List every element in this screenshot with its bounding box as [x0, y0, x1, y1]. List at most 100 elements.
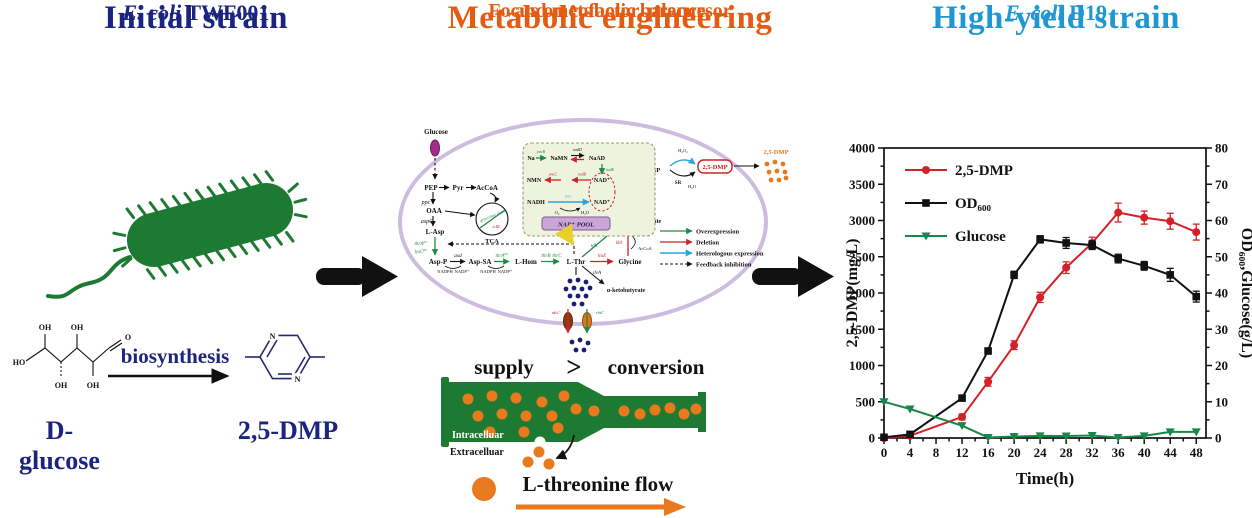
data-point: [1009, 433, 1019, 442]
nadp-label: NADP⁺: [498, 269, 513, 274]
atom-oh: OH: [55, 381, 68, 390]
data-point: [984, 377, 993, 386]
bacterium-spike: [125, 207, 135, 220]
data-point: [1191, 428, 1201, 437]
y-right-label: 60: [1215, 213, 1228, 228]
leaked-dots: [522, 446, 555, 470]
nad-naad: NaAD: [589, 156, 606, 162]
oxidation-blue-arc: [669, 157, 696, 167]
node-accoa: AcCoA: [476, 184, 498, 192]
bacterium-illustration: [46, 170, 308, 299]
x-tick-label: 40: [1138, 445, 1151, 460]
bacterium-spike: [121, 257, 133, 268]
flow-label: L-threonine flow: [523, 472, 675, 496]
nad-na: Na: [527, 156, 534, 162]
data-point: [1087, 431, 1097, 440]
data-point: [922, 166, 930, 174]
gene-thrb: thrB: [542, 254, 551, 259]
data-point: [1139, 432, 1149, 441]
bacterium-spike: [160, 198, 170, 210]
gene-ilva: ilvA: [593, 271, 602, 276]
bacterium-spike: [238, 243, 249, 255]
bacterium-spike: [195, 188, 205, 201]
dmp-dots: [764, 159, 789, 183]
y-left-label: 1500: [849, 322, 875, 337]
y-left-label: 0: [869, 431, 876, 446]
gene-aspc: aspC: [421, 219, 434, 225]
nad-nmn: NMN: [527, 178, 542, 184]
node-akb2: α-ketobutyrate: [607, 288, 646, 294]
data-point: [906, 430, 914, 439]
data-point: [922, 199, 930, 207]
legend-Glucose: Glucose: [955, 229, 1006, 245]
data-point: [1062, 239, 1070, 247]
bacterium-spike: [227, 246, 237, 259]
cofactor-arc: [487, 265, 505, 269]
y-left-label: 500: [856, 394, 876, 409]
bacterium-spike: [293, 197, 308, 204]
carbon-chain: [25, 347, 110, 363]
high-yield-strain-title: High-yield strain: [932, 0, 1180, 36]
y-right-label: 30: [1215, 322, 1228, 337]
y-right-label: 70: [1215, 177, 1228, 192]
data-point: [1035, 432, 1045, 441]
node-pep: PEP: [424, 184, 438, 192]
node-aspsa: Asp-SA: [469, 258, 492, 266]
y-right-label: 10: [1215, 394, 1228, 409]
bacterium-spike: [112, 231, 127, 237]
thr-dots-intracellular: [563, 277, 593, 307]
dglucose-structure: HO OH OH OH OH O: [13, 323, 131, 390]
nadph-label: NADPH: [437, 269, 453, 274]
y-right-axis-title: OD₆₀₀,Glucose(g/L): [1238, 228, 1252, 358]
data-point: [1192, 228, 1201, 237]
glyoxylate-shunt-line: [479, 209, 506, 229]
data-point: [1192, 292, 1201, 301]
data-point: [905, 405, 915, 414]
n-bg: [266, 329, 279, 342]
y-left-label: 4000: [849, 141, 875, 156]
bacterium-spike: [293, 213, 308, 219]
o2-label: O₂: [555, 210, 560, 215]
x-tick-label: 12: [956, 445, 969, 460]
bacterium-spike: [215, 249, 225, 262]
x-tick-label: 20: [1008, 445, 1021, 460]
gene-pncc: pncC: [548, 172, 558, 177]
subtitle-line2: and metabolic balance: [514, 0, 706, 22]
h2o-label: H₂O: [581, 210, 590, 215]
initial-strain-name: E. coli TWF001: [0, 0, 392, 26]
intracellular-label: Intracelluar: [452, 430, 504, 441]
data-point: [984, 347, 992, 355]
node-glucose: Glucose: [424, 128, 448, 136]
y-left-label: 2500: [849, 249, 875, 264]
biosynthesis-arrow: [108, 368, 230, 384]
bacterium-spike: [192, 255, 202, 268]
ecoli-italic: E. coli: [122, 0, 182, 25]
y-right-label: 50: [1215, 249, 1228, 264]
accoa-label: AcCoA: [638, 246, 652, 251]
h2o-label: H₂O: [688, 184, 697, 189]
node-aspp: Asp-P: [429, 258, 448, 266]
y-left-label: 3000: [849, 213, 875, 228]
legend-deletion: Deletion: [696, 240, 719, 247]
thr-dots-extracellular: [569, 337, 591, 353]
nad-nadh: NADH: [527, 200, 545, 206]
transition-arrow-left: [316, 256, 398, 297]
bacterium-spike: [183, 191, 193, 204]
x-tick-label: 16: [982, 445, 996, 460]
data-point: [921, 232, 931, 241]
coa-arc: [630, 235, 636, 250]
flagellum: [46, 255, 132, 299]
data-point: [1114, 208, 1123, 217]
atom-oh: OH: [39, 323, 52, 332]
dmp-structure: N N: [245, 329, 325, 385]
transition-arrow-right: [752, 256, 834, 297]
bacterium-spike: [112, 246, 127, 253]
data-point: [1166, 271, 1175, 279]
atom-ho: HO: [13, 358, 25, 367]
data-point: [880, 433, 888, 442]
bacterium-spike: [180, 258, 191, 271]
series-line-OD₆₀₀: [883, 238, 1197, 439]
data-point: [983, 433, 993, 442]
bacterium-spike: [169, 262, 179, 274]
bacterium-spike: [229, 179, 240, 192]
